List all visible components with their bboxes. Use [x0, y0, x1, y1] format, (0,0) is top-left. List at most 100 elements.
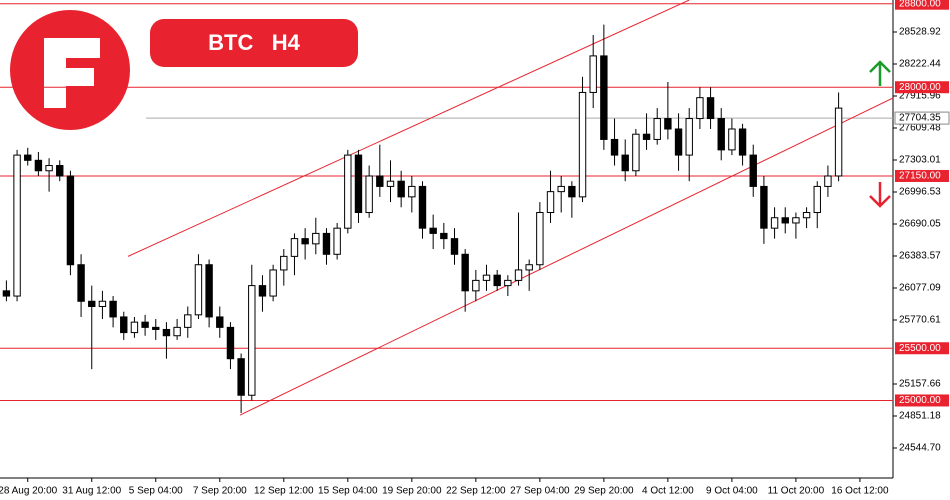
candle-body — [13, 154, 21, 297]
logo — [10, 10, 130, 130]
level-label: 28000.00 — [899, 82, 941, 93]
candle-body — [589, 55, 597, 93]
candle-body — [461, 253, 469, 292]
candle-body — [130, 321, 139, 334]
chart-title: BTC H4 — [208, 30, 300, 55]
candle-body — [568, 185, 576, 198]
candle-body — [557, 185, 565, 193]
x-tick-label: 4 Oct 12:00 — [642, 486, 694, 497]
level-label-bg — [895, 81, 949, 94]
candle-body — [34, 159, 43, 172]
candle-body — [66, 175, 75, 266]
candle-body — [760, 185, 768, 229]
candle-body — [312, 232, 320, 245]
x-tick-label: 29 Sep 20:00 — [574, 486, 634, 497]
candle-body — [728, 128, 736, 151]
candle-body — [664, 118, 672, 130]
candle-body — [184, 314, 192, 328]
candle-body — [504, 279, 512, 287]
candle-body — [56, 165, 64, 177]
candle-body — [376, 175, 384, 187]
candle-body — [354, 154, 363, 214]
candle-body — [290, 238, 299, 257]
candle-body — [696, 97, 704, 120]
y-tick-label: 28528.92 — [899, 27, 941, 38]
trend-line — [239, 97, 894, 416]
level-label: 27150.00 — [899, 171, 941, 182]
up-arrow — [869, 60, 891, 86]
candle-body — [546, 191, 555, 214]
candle-body — [472, 279, 480, 292]
candle-body — [248, 285, 256, 396]
y-tick-label: 25770.61 — [899, 315, 941, 326]
candle-body — [88, 300, 96, 307]
candle-body — [77, 264, 85, 302]
candle-body — [450, 238, 459, 255]
candle-body — [642, 133, 651, 140]
candle-body — [24, 154, 32, 161]
candle-body — [365, 175, 373, 214]
level-label: 25500.00 — [899, 343, 941, 354]
candle-body — [749, 154, 757, 187]
candle-body — [514, 269, 523, 281]
y-tick-label: 26996.53 — [899, 187, 941, 198]
candle-body — [685, 118, 693, 156]
candle-body — [386, 180, 395, 187]
candle-body — [621, 154, 629, 172]
level-label-bg — [895, 394, 949, 407]
x-tick-label: 7 Sep 20:00 — [193, 486, 247, 497]
candle-body — [162, 328, 171, 337]
level-label: 25000.00 — [899, 395, 941, 406]
candle-body — [109, 300, 117, 318]
y-tick-label: 24544.70 — [899, 443, 941, 454]
y-tick-label: 27915.96 — [899, 91, 941, 102]
y-tick-label: 26383.57 — [899, 251, 941, 262]
candle-body — [632, 133, 640, 172]
candle-body — [194, 264, 203, 316]
x-tick-label: 15 Sep 04:00 — [318, 486, 378, 497]
x-tick-label: 31 Aug 12:00 — [62, 486, 121, 497]
current-price-label-bg — [894, 111, 950, 125]
candle-body — [152, 326, 160, 330]
x-tick-label: 12 Sep 12:00 — [254, 486, 314, 497]
title-badge — [150, 19, 358, 67]
y-tick-label: 26690.05 — [899, 219, 941, 230]
level-label: 28800.00 — [899, 0, 941, 9]
x-tick-label: 9 Oct 04:00 — [706, 486, 758, 497]
candle-body — [600, 55, 608, 140]
x-tick-label: 19 Sep 20:00 — [382, 486, 442, 497]
candle-body — [205, 264, 213, 318]
candle-body — [269, 269, 277, 297]
candle-body — [536, 212, 544, 266]
candle-body — [802, 212, 811, 219]
candle-body — [408, 185, 416, 198]
level-label-bg — [895, 169, 949, 182]
current-price-label: 27704.35 — [899, 113, 941, 124]
candle-body — [216, 316, 224, 328]
candle-body — [717, 118, 725, 151]
down-arrow — [869, 182, 891, 208]
candle-body — [333, 227, 341, 255]
candle-body — [653, 118, 661, 140]
candle-body — [824, 175, 832, 187]
candle-body — [429, 227, 437, 234]
x-tick-label: 22 Sep 12:00 — [446, 486, 506, 497]
candle-body — [173, 326, 181, 337]
candle-body — [578, 91, 587, 198]
candle-body — [440, 232, 448, 240]
candle-body — [322, 232, 331, 255]
candle-body — [610, 138, 619, 156]
x-tick-label: 5 Sep 04:00 — [129, 486, 183, 497]
candle-body — [674, 128, 683, 156]
logo-letter — [44, 38, 100, 108]
candle-body — [120, 316, 128, 334]
candle-body — [792, 217, 800, 224]
y-tick-label: 24851.18 — [899, 411, 941, 422]
y-tick-label: 25157.66 — [899, 379, 941, 390]
candle-body — [397, 180, 405, 198]
candle-body — [280, 255, 288, 271]
candle-body — [141, 321, 149, 328]
candle-body — [344, 154, 352, 229]
candle-body — [2, 290, 11, 297]
